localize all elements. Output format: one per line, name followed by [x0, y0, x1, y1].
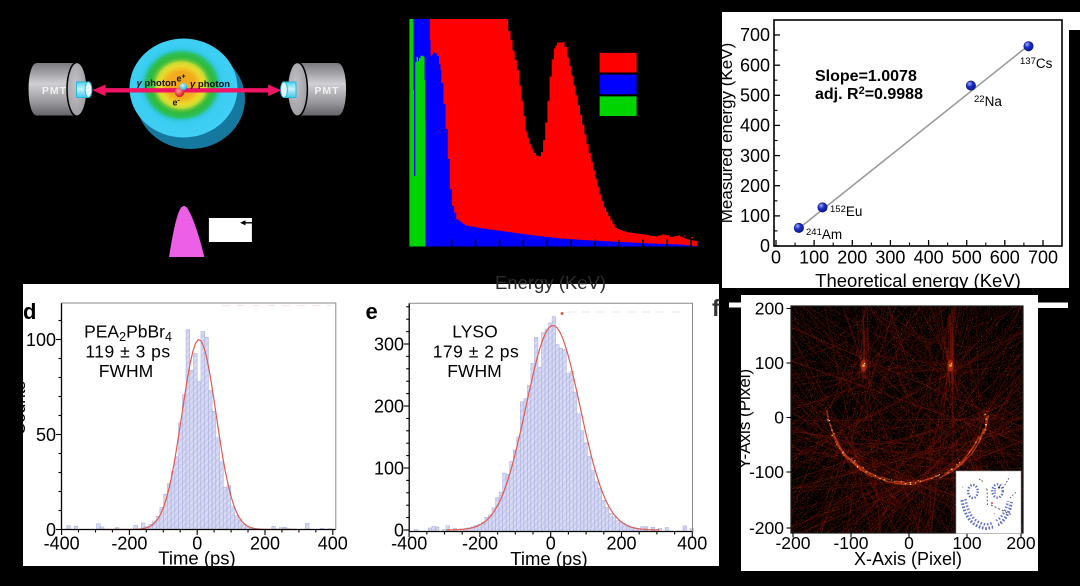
- svg-text:600: 600: [990, 248, 1020, 268]
- svg-text:0: 0: [771, 248, 781, 268]
- svg-text:600: 600: [740, 55, 770, 75]
- svg-text:100: 100: [374, 458, 404, 478]
- svg-text:119 ± 3 ps: 119 ± 3 ps: [85, 342, 170, 362]
- svg-text:400: 400: [318, 534, 348, 554]
- svg-text:100: 100: [740, 206, 770, 226]
- svg-text:700: 700: [1028, 248, 1058, 268]
- svg-text:-100: -100: [749, 462, 784, 482]
- svg-text:-200: -200: [749, 518, 784, 538]
- svg-text:Theoretical energy (KeV): Theoretical energy (KeV): [815, 270, 1021, 291]
- svg-text:152Eu: 152Eu: [830, 204, 862, 219]
- svg-text:Time (ps): Time (ps): [158, 548, 235, 569]
- svg-text:200: 200: [606, 534, 636, 554]
- svg-text:300: 300: [875, 248, 905, 268]
- svg-text:100: 100: [755, 353, 784, 373]
- svg-text:e+: e+: [177, 74, 186, 84]
- svg-text:γ photon: γ photon: [137, 78, 177, 89]
- svg-text:γ photon: γ photon: [190, 79, 230, 90]
- svg-text:400: 400: [914, 248, 944, 268]
- svg-text:X-Axis (Pixel): X-Axis (Pixel): [854, 549, 962, 569]
- svg-text:Counts: Counts: [10, 381, 29, 435]
- svg-text:-200: -200: [111, 534, 147, 554]
- svg-text:Slope=1.0078: Slope=1.0078: [815, 68, 917, 85]
- svg-text:241Am: 241Am: [806, 227, 842, 242]
- svg-text:Measured energy (KeV): Measured energy (KeV): [717, 43, 736, 223]
- svg-text:200: 200: [740, 176, 770, 196]
- svg-text:100: 100: [26, 330, 56, 350]
- svg-text:100: 100: [799, 248, 829, 268]
- svg-text:d: d: [23, 299, 36, 324]
- svg-text:LYSO: LYSO: [452, 322, 497, 342]
- svg-text:-100: -100: [833, 533, 868, 553]
- svg-text:Y-Axis (Pixel): Y-Axis (Pixel): [735, 369, 754, 469]
- svg-text:500: 500: [740, 86, 770, 106]
- svg-text:50: 50: [36, 425, 56, 445]
- svg-text:200: 200: [837, 248, 867, 268]
- svg-text:Time (ps): Time (ps): [510, 548, 587, 569]
- svg-text:FWHM: FWHM: [447, 361, 501, 381]
- svg-text:adj. R2=0.9988: adj. R2=0.9988: [815, 85, 923, 103]
- svg-text:e-: e-: [173, 98, 181, 108]
- svg-text:179 ± 2 ps: 179 ± 2 ps: [433, 342, 520, 362]
- svg-text:400: 400: [677, 534, 707, 554]
- svg-text:0: 0: [904, 533, 914, 553]
- svg-text:200: 200: [755, 299, 784, 319]
- svg-text:0: 0: [192, 534, 202, 554]
- svg-text:200: 200: [374, 396, 404, 416]
- svg-text:0: 0: [546, 534, 556, 554]
- svg-text:100: 100: [952, 533, 981, 553]
- svg-text:137Cs: 137Cs: [1020, 56, 1053, 71]
- svg-text:500: 500: [952, 248, 982, 268]
- svg-text:300: 300: [374, 334, 404, 354]
- svg-text:0: 0: [394, 520, 404, 540]
- svg-text:0: 0: [760, 236, 770, 256]
- svg-text:0: 0: [774, 408, 784, 428]
- svg-text:-200: -200: [775, 533, 810, 553]
- svg-text:PMT: PMT: [42, 85, 67, 97]
- svg-text:400: 400: [740, 116, 770, 136]
- svg-text:PMT: PMT: [314, 85, 339, 97]
- svg-text:-400: -400: [44, 534, 80, 554]
- svg-text:22Na: 22Na: [974, 94, 1002, 109]
- svg-text:Energy (KeV): Energy (KeV): [495, 272, 606, 293]
- svg-text:f: f: [712, 295, 720, 321]
- svg-text:FWHM: FWHM: [99, 361, 153, 381]
- svg-text:PEA2PbBr4: PEA2PbBr4: [84, 322, 172, 345]
- svg-text:e: e: [366, 299, 378, 324]
- svg-text:0: 0: [46, 520, 56, 540]
- svg-text:200: 200: [250, 534, 280, 554]
- svg-text:700: 700: [740, 25, 770, 45]
- svg-text:-200: -200: [462, 534, 498, 554]
- svg-text:-400: -400: [391, 534, 427, 554]
- svg-text:200: 200: [1006, 533, 1035, 553]
- svg-text:300: 300: [740, 146, 770, 166]
